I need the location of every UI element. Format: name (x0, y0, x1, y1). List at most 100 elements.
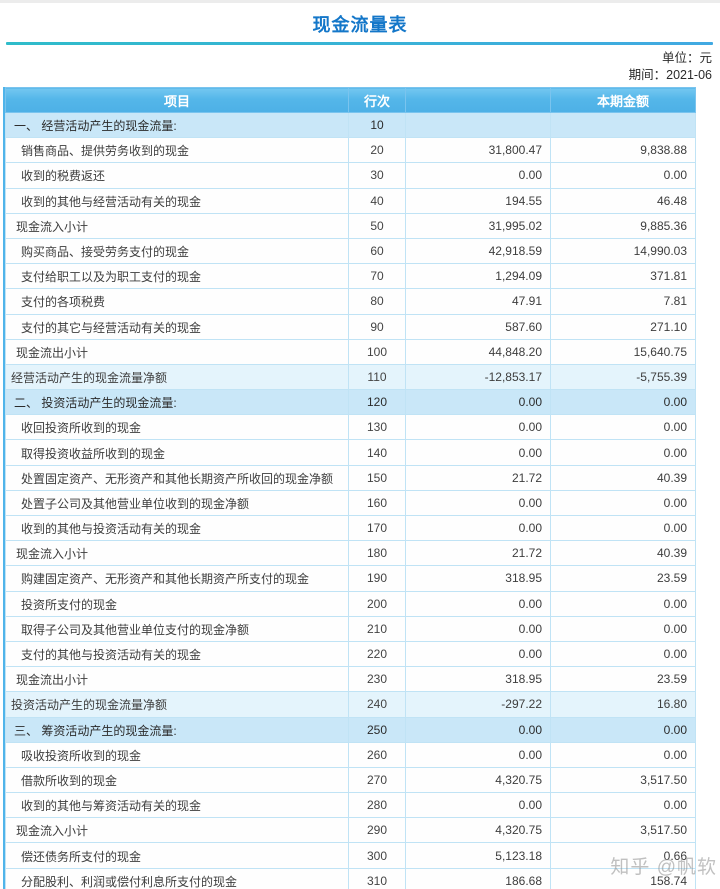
row-amount-2: 271.10 (550, 313, 696, 340)
row-item-label-cell: 购建固定资产、无形资产和其他长期资产所支付的现金 (5, 565, 349, 592)
table-row: 投资活动产生的现金流量净额 240 -297.22 16.80 (5, 691, 696, 718)
row-amount-1: 0.00 (405, 514, 551, 542)
row-amount-1: 31,995.02 (405, 212, 551, 239)
row-amount-2: 15,640.75 (550, 338, 696, 365)
row-item-label: 销售商品、提供劳务收到的现金 (21, 144, 190, 159)
table-row: 一、 经营活动产生的现金流量: 10 (5, 111, 696, 139)
row-item-label-cell: 购买商品、接受劳务支付的现金 (5, 237, 349, 265)
row-line-number: 280 (348, 792, 406, 819)
report-meta: 单位：元 期间：2021-06 (0, 50, 720, 84)
row-amount-1: 0.00 (405, 489, 551, 517)
row-amount-1: 21.72 (405, 540, 551, 567)
row-amount-1: 42,918.59 (405, 237, 551, 265)
row-amount-2: 0.00 (550, 514, 696, 542)
header-item: 项目 (5, 87, 349, 113)
row-item-label: 分配股利、利润或偿付利息所支付的现金 (21, 874, 238, 889)
row-amount-1: 21.72 (405, 464, 551, 491)
row-amount-1: 0.00 (405, 590, 551, 617)
table-row: 吸收投资所收到的现金 260 0.00 0.00 (5, 741, 696, 768)
table-row: 收到的税费返还 30 0.00 0.00 (5, 162, 696, 189)
cash-flow-table-wrap: 项目 行次 本期金额 一、 经营活动产生的现金流量: 10 销售商品、提供劳务收… (3, 87, 696, 889)
table-row: 三、 筹资活动产生的现金流量: 250 0.00 0.00 (5, 716, 696, 743)
row-item-label-cell: 支付的其他与投资活动有关的现金 (5, 640, 349, 668)
table-row: 现金流入小计 50 31,995.02 9,885.36 (5, 212, 696, 239)
table-row: 收回投资所收到的现金 130 0.00 0.00 (5, 414, 696, 441)
table-header: 项目 行次 本期金额 (5, 87, 696, 113)
row-amount-1: 0.00 (405, 640, 551, 668)
row-item-label: 现金流入小计 (16, 219, 89, 234)
row-amount-2: 0.00 (550, 389, 696, 416)
row-amount-2 (550, 111, 696, 139)
row-item-label-cell: 现金流出小计 (5, 338, 349, 365)
row-item-label-cell: 现金流入小计 (5, 817, 349, 844)
row-item-label: 收回投资所收到的现金 (21, 421, 142, 436)
header-current-amount: 本期金额 (550, 87, 696, 113)
table-row: 分配股利、利润或偿付利息所支付的现金 310 186.68 158.74 (5, 867, 696, 889)
table-row: 收到的其他与经营活动有关的现金 40 194.55 46.48 (5, 187, 696, 214)
row-line-number: 130 (348, 414, 406, 441)
page-title: 现金流量表 (312, 15, 408, 35)
row-item-label: 处置子公司及其他营业单位收到的现金净额 (21, 496, 250, 511)
row-amount-1: 0.00 (405, 439, 551, 466)
row-item-label: 收到的税费返还 (21, 169, 106, 184)
row-amount-2: 0.00 (550, 162, 696, 189)
row-amount-1: 0.00 (405, 414, 551, 441)
row-item-label: 购建固定资产、无形资产和其他长期资产所支付的现金 (21, 572, 310, 587)
row-item-label-cell: 处置固定资产、无形资产和其他长期资产所收回的现金净额 (5, 464, 349, 491)
table-row: 销售商品、提供劳务收到的现金 20 31,800.47 9,838.88 (5, 137, 696, 164)
row-line-number: 120 (348, 389, 406, 416)
row-line-number: 250 (348, 716, 406, 743)
row-amount-2: 3,517.50 (550, 817, 696, 844)
table-row: 收到的其他与筹资活动有关的现金 280 0.00 0.00 (5, 792, 696, 819)
row-item-label-cell: 取得子公司及其他营业单位支付的现金净额 (5, 615, 349, 642)
row-amount-2: 158.74 (550, 867, 696, 889)
row-amount-1: 4,320.75 (405, 766, 551, 794)
row-item-label: 支付的其它与经营活动有关的现金 (21, 320, 202, 335)
row-amount-1: 0.00 (405, 615, 551, 642)
top-divider (0, 0, 720, 3)
row-item-label-cell: 投资活动产生的现金流量净额 (5, 691, 349, 718)
row-line-number: 150 (348, 464, 406, 491)
row-line-number: 110 (348, 363, 406, 391)
row-line-number: 170 (348, 514, 406, 542)
row-amount-2: 9,885.36 (550, 212, 696, 239)
row-line-number: 80 (348, 288, 406, 315)
row-line-number: 10 (348, 111, 406, 139)
row-amount-1: 0.00 (405, 389, 551, 416)
row-item-label-cell: 支付的各项税费 (5, 288, 349, 315)
row-item-label-cell: 销售商品、提供劳务收到的现金 (5, 137, 349, 164)
row-amount-2: 0.00 (550, 615, 696, 642)
row-amount-2: -5,755.39 (550, 363, 696, 391)
row-amount-2: 0.00 (550, 792, 696, 819)
row-amount-2: 371.81 (550, 263, 696, 290)
row-item-label: 偿还债务所支付的现金 (21, 849, 142, 864)
row-amount-2: 0.00 (550, 489, 696, 517)
table-row: 支付的各项税费 80 47.91 7.81 (5, 288, 696, 315)
row-amount-2: 0.00 (550, 741, 696, 768)
row-line-number: 260 (348, 741, 406, 768)
row-amount-1: 0.00 (405, 741, 551, 768)
row-item-label-cell: 支付给职工以及为职工支付的现金 (5, 263, 349, 290)
header-line-no: 行次 (348, 87, 406, 113)
row-amount-2: 9,838.88 (550, 137, 696, 164)
row-item-label-cell: 借款所收到的现金 (5, 766, 349, 794)
row-line-number: 310 (348, 867, 406, 889)
row-item-label: 现金流出小计 (16, 345, 89, 360)
table-row: 处置子公司及其他营业单位收到的现金净额 160 0.00 0.00 (5, 489, 696, 517)
row-line-number: 70 (348, 263, 406, 290)
row-item-label-cell: 取得投资收益所收到的现金 (5, 439, 349, 466)
row-line-number: 50 (348, 212, 406, 239)
row-item-label-cell: 分配股利、利润或偿付利息所支付的现金 (5, 867, 349, 889)
table-row: 二、 投资活动产生的现金流量: 120 0.00 0.00 (5, 389, 696, 416)
row-amount-1: 0.00 (405, 716, 551, 743)
row-item-label: 现金流出小计 (16, 673, 89, 688)
row-item-label: 收到的其他与筹资活动有关的现金 (21, 799, 202, 814)
row-line-number: 300 (348, 842, 406, 869)
table-row: 支付的其它与经营活动有关的现金 90 587.60 271.10 (5, 313, 696, 340)
table-row: 借款所收到的现金 270 4,320.75 3,517.50 (5, 766, 696, 794)
row-item-label-cell: 投资所支付的现金 (5, 590, 349, 617)
row-amount-2: 40.39 (550, 464, 696, 491)
row-item-label: 支付的各项税费 (21, 295, 106, 310)
row-item-label: 二、 投资活动产生的现金流量: (14, 396, 177, 411)
